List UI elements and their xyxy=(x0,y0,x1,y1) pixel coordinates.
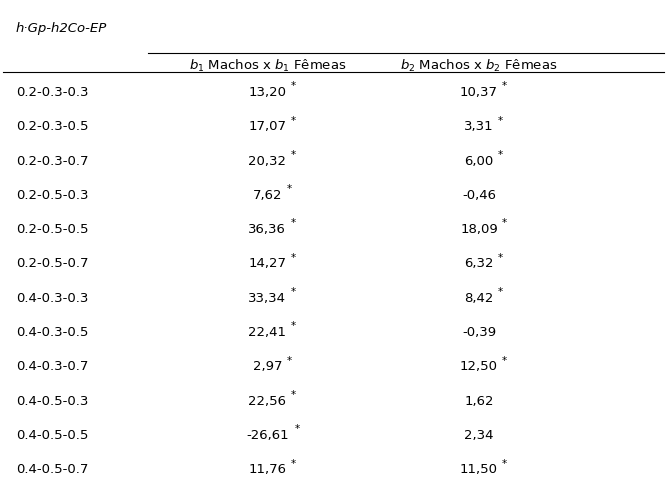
Text: 10,37: 10,37 xyxy=(460,86,498,99)
Text: 0.4-0.3-0.3: 0.4-0.3-0.3 xyxy=(16,292,89,305)
Text: 0.2-0.5-0.3: 0.2-0.5-0.3 xyxy=(16,189,89,202)
Text: *: * xyxy=(287,356,291,366)
Text: 2,97: 2,97 xyxy=(253,361,282,374)
Text: 0.4-0.3-0.5: 0.4-0.3-0.5 xyxy=(16,326,89,339)
Text: 33,34: 33,34 xyxy=(248,292,286,305)
Text: *: * xyxy=(294,424,299,434)
Text: *: * xyxy=(498,150,504,160)
Text: 17,07: 17,07 xyxy=(248,120,286,133)
Text: 6,00: 6,00 xyxy=(464,155,494,168)
Text: $b_2$ Machos x $b_2$ Fêmeas: $b_2$ Machos x $b_2$ Fêmeas xyxy=(400,57,558,74)
Text: -0,46: -0,46 xyxy=(462,189,496,202)
Text: *: * xyxy=(291,116,295,125)
Text: 0.4-0.5-0.5: 0.4-0.5-0.5 xyxy=(16,429,89,442)
Text: 11,50: 11,50 xyxy=(460,463,498,476)
Text: 0.2-0.3-0.7: 0.2-0.3-0.7 xyxy=(16,155,89,168)
Text: 0.2-0.5-0.5: 0.2-0.5-0.5 xyxy=(16,223,89,236)
Text: *: * xyxy=(291,150,295,160)
Text: *: * xyxy=(502,458,508,469)
Text: *: * xyxy=(498,116,504,125)
Text: *: * xyxy=(502,218,508,228)
Text: 22,56: 22,56 xyxy=(248,395,286,408)
Text: 36,36: 36,36 xyxy=(248,223,286,236)
Text: 8,42: 8,42 xyxy=(464,292,494,305)
Text: 0.2-0.3-0.5: 0.2-0.3-0.5 xyxy=(16,120,89,133)
Text: *: * xyxy=(291,458,295,469)
Text: *: * xyxy=(287,184,291,194)
Text: 14,27: 14,27 xyxy=(248,257,286,270)
Text: 12,50: 12,50 xyxy=(460,361,498,374)
Text: 22,41: 22,41 xyxy=(248,326,286,339)
Text: *: * xyxy=(291,81,295,91)
Text: *: * xyxy=(502,81,508,91)
Text: *: * xyxy=(291,321,295,332)
Text: 2,34: 2,34 xyxy=(464,429,494,442)
Text: 13,20: 13,20 xyxy=(248,86,286,99)
Text: *: * xyxy=(291,253,295,263)
Text: *: * xyxy=(502,356,508,366)
Text: 6,32: 6,32 xyxy=(464,257,494,270)
Text: 0.4-0.3-0.7: 0.4-0.3-0.7 xyxy=(16,361,89,374)
Text: 7,62: 7,62 xyxy=(253,189,282,202)
Text: 0.2-0.5-0.7: 0.2-0.5-0.7 xyxy=(16,257,89,270)
Text: 20,32: 20,32 xyxy=(248,155,286,168)
Text: 1,62: 1,62 xyxy=(464,395,494,408)
Text: 18,09: 18,09 xyxy=(460,223,498,236)
Text: -0,39: -0,39 xyxy=(462,326,496,339)
Text: *: * xyxy=(498,287,504,297)
Text: 11,76: 11,76 xyxy=(248,463,286,476)
Text: $b_1$ Machos x $b_1$ Fêmeas: $b_1$ Machos x $b_1$ Fêmeas xyxy=(189,57,346,74)
Text: *: * xyxy=(291,390,295,400)
Text: h·Gp-h2Co-EP: h·Gp-h2Co-EP xyxy=(16,22,107,35)
Text: 0.4-0.5-0.7: 0.4-0.5-0.7 xyxy=(16,463,89,476)
Text: 0.2-0.3-0.3: 0.2-0.3-0.3 xyxy=(16,86,89,99)
Text: *: * xyxy=(291,287,295,297)
Text: *: * xyxy=(498,253,504,263)
Text: 0.4-0.5-0.3: 0.4-0.5-0.3 xyxy=(16,395,89,408)
Text: 3,31: 3,31 xyxy=(464,120,494,133)
Text: -26,61: -26,61 xyxy=(246,429,289,442)
Text: *: * xyxy=(291,218,295,228)
